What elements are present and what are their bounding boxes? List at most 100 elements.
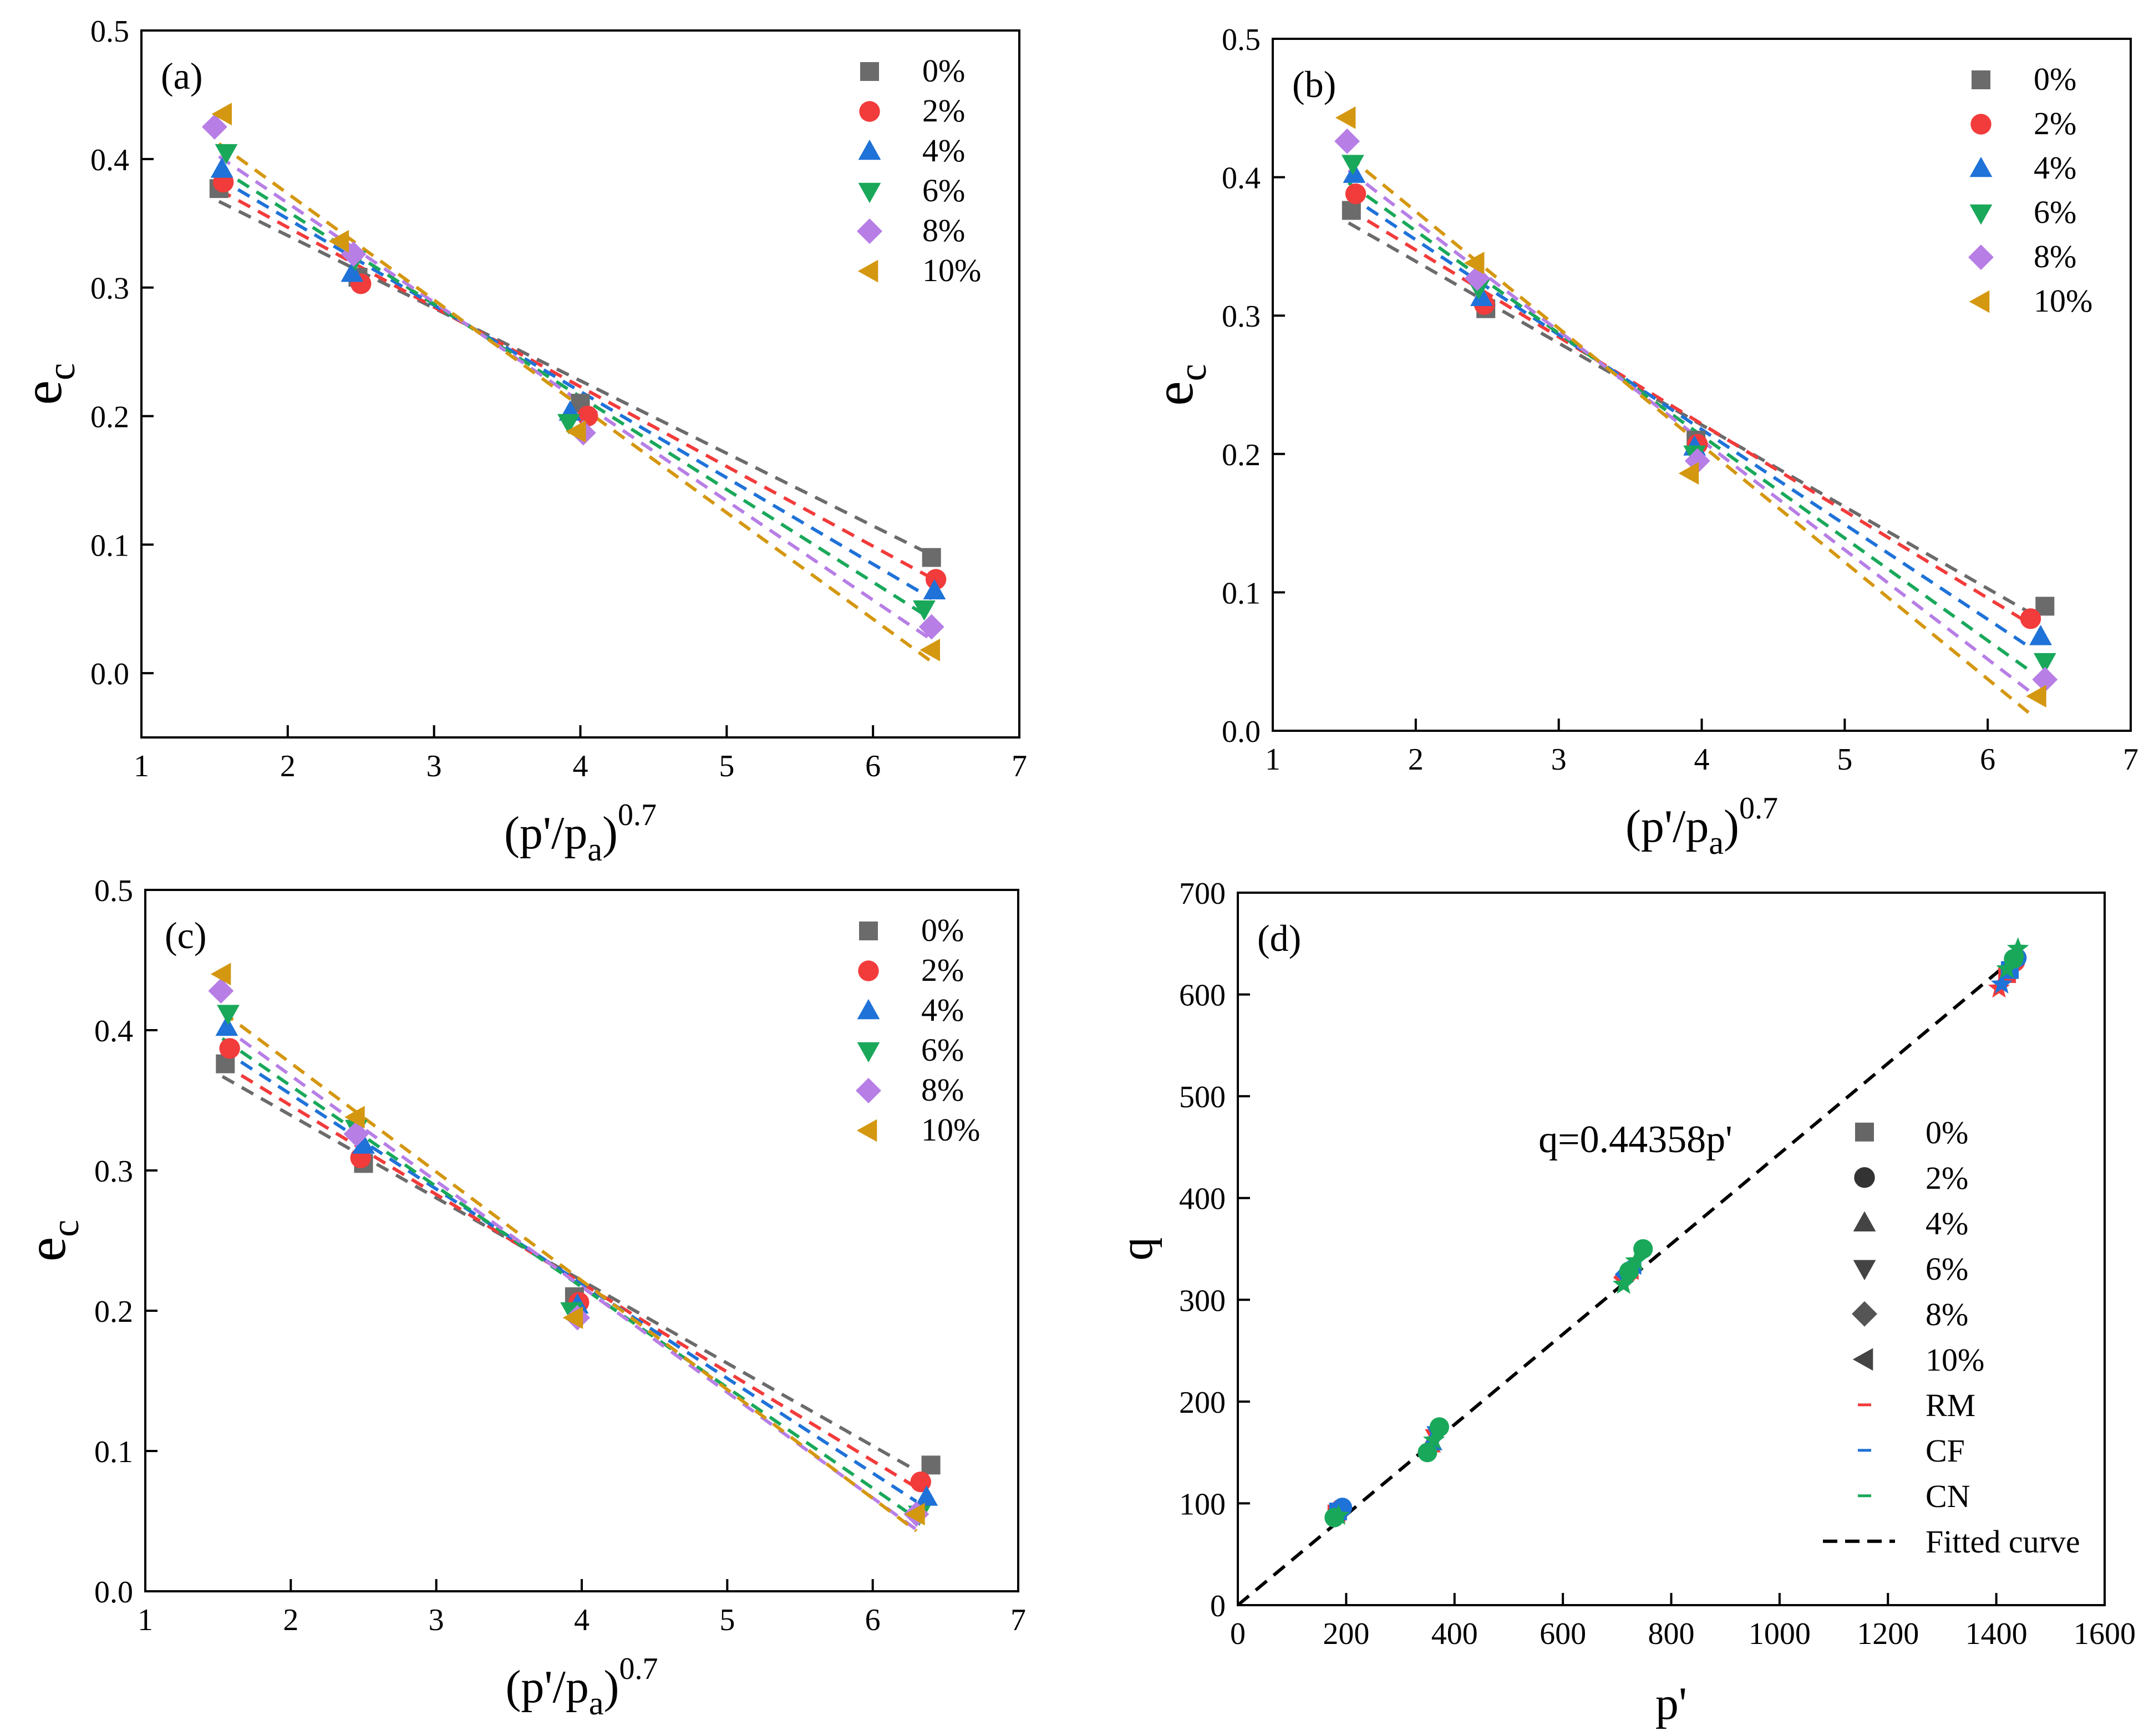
x-tick-label: 200 bbox=[1323, 1617, 1369, 1651]
y-tick-label: 0.5 bbox=[94, 874, 133, 908]
data-point-6pct bbox=[215, 144, 238, 165]
data-point-8pct bbox=[343, 1121, 369, 1147]
x-tick-label: 4 bbox=[1694, 742, 1710, 777]
data-point-CN bbox=[1429, 1417, 1449, 1437]
legend-marker-8pct bbox=[1852, 1301, 1877, 1327]
legend-marker-0pct bbox=[859, 922, 878, 940]
data-point-8pct bbox=[1464, 265, 1490, 291]
legend-marker-8pct bbox=[856, 1078, 881, 1103]
data-point-CN bbox=[1327, 1504, 1350, 1525]
y-tick-label: 0.3 bbox=[1222, 299, 1261, 334]
fit-line-10pct bbox=[1347, 155, 2032, 716]
x-axis-label: p' bbox=[1655, 1678, 1687, 1729]
x-axis-label-close: ) bbox=[1724, 801, 1739, 852]
x-tick-label: 1 bbox=[138, 1603, 153, 1637]
legend-marker-6pct bbox=[857, 1042, 880, 1063]
legend-marker-2pct bbox=[859, 101, 880, 122]
y-tick-label: 0.4 bbox=[94, 1014, 133, 1048]
data-point-0pct bbox=[922, 548, 941, 567]
x-tick-label: 3 bbox=[429, 1603, 444, 1637]
data-point-6pct bbox=[913, 600, 936, 621]
legend-label: 10% bbox=[922, 252, 981, 288]
legend-label: 6% bbox=[921, 1032, 964, 1068]
y-axis-label: ec bbox=[12, 363, 83, 405]
data-point-0pct bbox=[1342, 201, 1361, 220]
x-tick-label: 5 bbox=[719, 1603, 735, 1637]
data-point-8pct bbox=[201, 114, 227, 140]
fit-line-10pct bbox=[218, 142, 933, 663]
legend-label: CF bbox=[1926, 1433, 1965, 1469]
legend-label: 4% bbox=[921, 992, 964, 1028]
x-tick-label: 3 bbox=[1551, 742, 1567, 777]
data-point-CF bbox=[1990, 973, 2013, 994]
x-axis-label: (p'/pa)0.7 bbox=[1625, 791, 1778, 861]
y-tick-label: 700 bbox=[1179, 877, 1226, 911]
data-point-4pct bbox=[1343, 162, 1366, 183]
x-axis-label-sup: 0.7 bbox=[619, 1652, 658, 1686]
y-axis-label-main: e bbox=[12, 380, 73, 405]
x-tick-label: 1 bbox=[134, 749, 149, 783]
y-tick-label: 600 bbox=[1179, 979, 1226, 1013]
legend-marker-0pct bbox=[860, 62, 879, 81]
legend-label: 0% bbox=[922, 53, 965, 89]
legend-marker-0pct bbox=[1972, 70, 1990, 89]
data-point-10pct bbox=[919, 638, 940, 661]
legend-marker-2pct bbox=[1854, 1167, 1875, 1188]
x-axis-label-main: (p'/p bbox=[504, 807, 587, 859]
y-tick-label: 300 bbox=[1179, 1284, 1226, 1318]
legend-label: 2% bbox=[2034, 105, 2076, 141]
data-point-6pct bbox=[557, 414, 580, 435]
chart-panel-1: 1 2 3 4 5 6 7 0.0 0.1 0.2 0.3 0.4 0.5 (a) (p'/pa)0.7 ec… bbox=[12, 14, 1027, 868]
y-tick-label: 0.5 bbox=[1222, 23, 1261, 57]
legend-label: 0% bbox=[2034, 61, 2076, 97]
y-axis-label: ec bbox=[16, 1220, 87, 1261]
data-point-8pct bbox=[2032, 666, 2058, 693]
data-point-10pct bbox=[1464, 251, 1485, 274]
fit-line-10pct bbox=[221, 1010, 918, 1533]
x-tick-label: 600 bbox=[1540, 1617, 1586, 1651]
legend-label: 6% bbox=[2034, 194, 2076, 230]
x-tick-label: 6 bbox=[1980, 742, 1995, 777]
legend-label: 10% bbox=[1926, 1342, 1984, 1378]
data-point-CN bbox=[1633, 1239, 1653, 1259]
fit-line-2pct bbox=[1348, 207, 2032, 626]
x-axis-label-close: ) bbox=[602, 807, 618, 859]
legend-label: 10% bbox=[2034, 283, 2092, 319]
x-tick-label: 2 bbox=[280, 749, 296, 783]
x-tick-label: 2 bbox=[1408, 742, 1424, 777]
x-axis-label-close: ) bbox=[604, 1661, 619, 1713]
data-point-4pct bbox=[210, 157, 233, 178]
x-axis-label-main: (p'/p bbox=[505, 1661, 588, 1713]
legend-marker-2pct bbox=[1970, 114, 1992, 135]
data-point-10pct bbox=[905, 1503, 925, 1526]
legend-label: 10% bbox=[921, 1112, 980, 1148]
legend-label: 4% bbox=[2034, 150, 2076, 186]
legend-marker-8pct bbox=[1968, 245, 1994, 270]
data-point-4pct bbox=[2029, 625, 2052, 645]
x-tick-label: 5 bbox=[719, 749, 734, 783]
y-tick-label: 0 bbox=[1210, 1589, 1226, 1623]
fit-line-0pct bbox=[1348, 221, 2032, 615]
data-point-10pct bbox=[211, 103, 232, 126]
legend-label: 8% bbox=[1926, 1296, 1968, 1332]
legend-label: 8% bbox=[922, 212, 965, 248]
x-tick-label: 1600 bbox=[2074, 1617, 2136, 1651]
legend-marker-10pct bbox=[856, 1119, 877, 1142]
x-axis-label-sup: 0.7 bbox=[618, 798, 657, 832]
x-tick-label: 0 bbox=[1230, 1617, 1246, 1651]
x-tick-label: 3 bbox=[426, 749, 442, 783]
y-tick-label: 100 bbox=[1179, 1487, 1226, 1521]
data-point-10pct bbox=[328, 230, 349, 253]
y-axis-label-main: e bbox=[16, 1237, 77, 1261]
x-axis-label-sup: 0.7 bbox=[1739, 791, 1778, 826]
data-point-4pct bbox=[215, 1015, 238, 1036]
x-tick-label: 400 bbox=[1431, 1617, 1478, 1651]
data-point-2pct bbox=[925, 569, 947, 590]
x-tick-label: 4 bbox=[574, 1603, 590, 1637]
y-tick-label: 0.3 bbox=[90, 272, 129, 306]
fit-line-0pct bbox=[218, 200, 933, 557]
legend-label: 6% bbox=[922, 172, 965, 208]
y-tick-label: 0.5 bbox=[90, 14, 129, 49]
y-axis-label-main: e bbox=[1143, 381, 1205, 405]
